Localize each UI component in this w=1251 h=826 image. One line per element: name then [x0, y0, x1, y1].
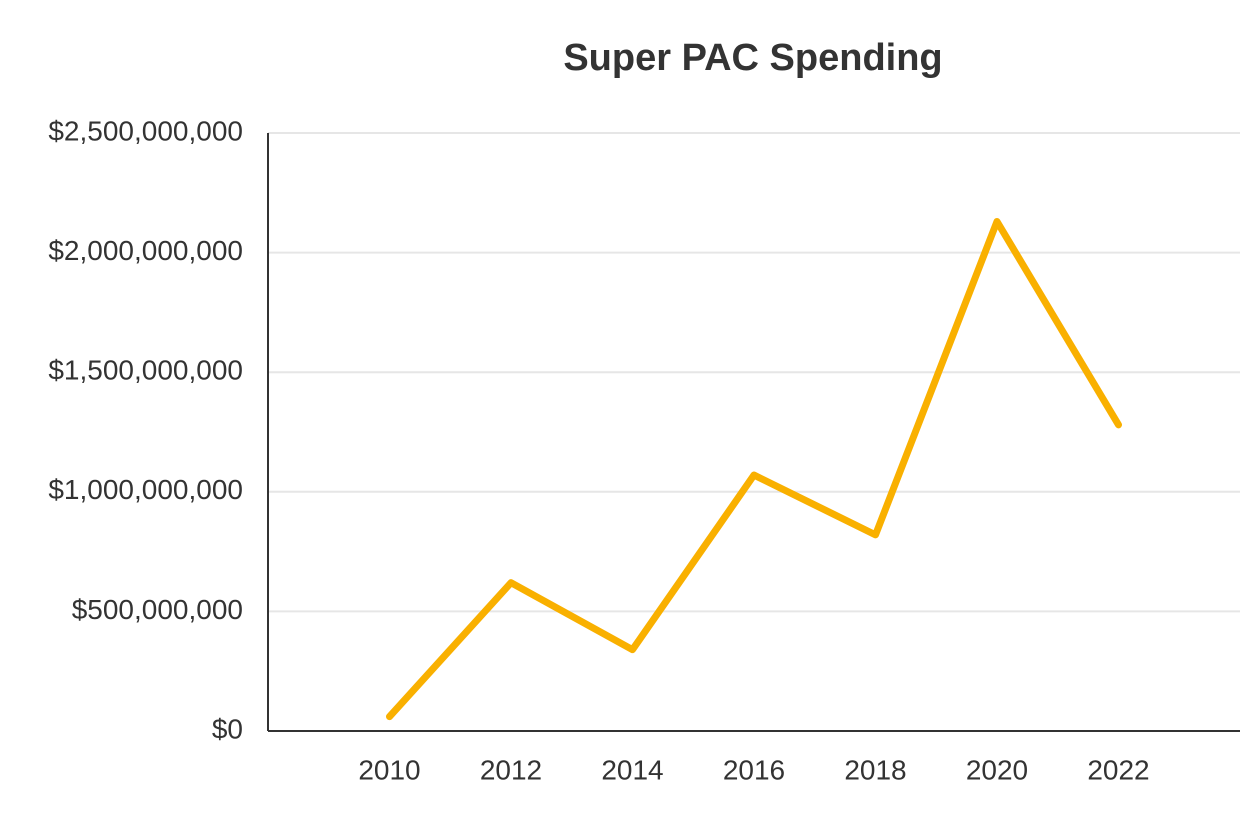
y-tick-label: $2,500,000,000: [48, 115, 243, 146]
data-line: [386, 218, 1122, 721]
x-tick-label: 2012: [480, 754, 542, 785]
x-tick-label: 2022: [1087, 754, 1149, 785]
y-tick-label: $1,000,000,000: [48, 474, 243, 505]
y-tick-label: $1,500,000,000: [48, 355, 243, 386]
x-tick-label: 2018: [844, 754, 906, 785]
y-tick-label: $0: [212, 713, 243, 744]
x-tick-label: 2020: [966, 754, 1028, 785]
x-tick-label: 2014: [601, 754, 663, 785]
y-tick-label: $500,000,000: [72, 594, 243, 625]
x-tick-label: 2010: [358, 754, 420, 785]
chart-title: Super PAC Spending: [563, 37, 942, 79]
y-tick-label: $2,000,000,000: [48, 235, 243, 266]
x-tick-label: 2016: [723, 754, 785, 785]
